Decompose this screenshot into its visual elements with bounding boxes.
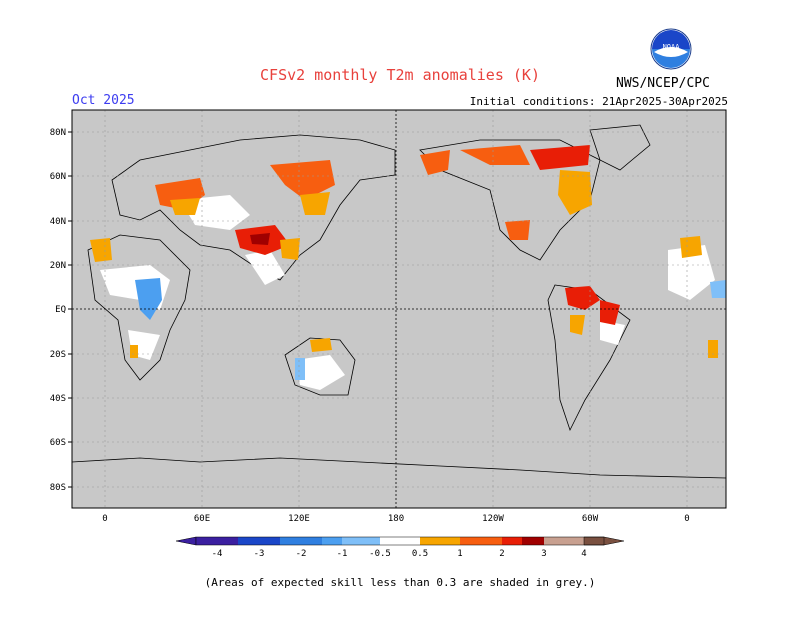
initial-conditions: Initial conditions: 21Apr2025-30Apr2025	[469, 95, 728, 108]
colorbar-label-neg2: -2	[296, 549, 307, 559]
lon-label-60w: 60W	[582, 514, 599, 524]
colorbar-seg-1	[196, 537, 238, 545]
colorbar-seg-9	[502, 537, 522, 545]
colorbar-label-4: 4	[581, 549, 586, 559]
chart-title: CFSv2 monthly T2m anomalies (K)	[260, 66, 540, 84]
forecast-month: Oct 2025	[72, 93, 135, 108]
logo-text: NOAA	[663, 43, 681, 51]
warm-anomalies	[90, 145, 718, 358]
colorbar-label-neg3: -3	[254, 549, 265, 559]
lat-label-40n: 40N	[50, 217, 66, 227]
lat-label-60s: 60S	[50, 438, 66, 448]
colorbar-label-1: 1	[457, 549, 462, 559]
colorbar-seg-4	[322, 537, 342, 545]
colorbar-seg-8	[460, 537, 502, 545]
colorbar-seg-5	[342, 537, 380, 545]
gridlines	[72, 110, 726, 508]
skill-footnote: (Areas of expected skill less than 0.3 a…	[204, 576, 596, 589]
lat-label-80n: 80N	[50, 128, 66, 138]
colorbar-label-2: 2	[499, 549, 504, 559]
cool-anomalies	[135, 278, 726, 380]
colorbar-labels: -4 -3 -2 -1 -0.5 0.5 1 2 3 4	[212, 549, 587, 559]
lat-label-20s: 20S	[50, 350, 66, 360]
reference-lines	[72, 110, 726, 508]
colorbar-seg-11	[544, 537, 584, 545]
lat-label-60n: 60N	[50, 172, 66, 182]
lon-label-180: 180	[388, 514, 404, 524]
colorbar-seg-6	[380, 537, 420, 545]
noaa-logo: NOAA	[650, 28, 692, 70]
lon-label-120w: 120W	[482, 514, 504, 524]
lon-label-60e: 60E	[194, 514, 210, 524]
colorbar-label-3: 3	[541, 549, 546, 559]
lon-axis: 0 60E 120E 180 120W 60W 0	[102, 514, 689, 524]
lon-label-0: 0	[102, 514, 107, 524]
colorbar-seg-2	[238, 537, 280, 545]
colorbar-seg-3	[280, 537, 322, 545]
colorbar-low-arrow	[175, 536, 197, 546]
colorbar-label-neg4: -4	[212, 549, 223, 559]
lon-label-0-east: 0	[684, 514, 689, 524]
colorbar-label-neg05: -0.5	[369, 549, 391, 559]
colorbar-label-05: 0.5	[412, 549, 428, 559]
colorbar	[175, 536, 625, 546]
lat-label-40s: 40S	[50, 394, 66, 404]
colorbar-seg-7	[420, 537, 460, 545]
lon-label-120e: 120E	[288, 514, 310, 524]
lat-label-80s: 80S	[50, 483, 66, 493]
agency-label: NWS/NCEP/CPC	[616, 76, 710, 91]
colorbar-label-neg1: -1	[337, 549, 348, 559]
lat-axis: 80N 60N 40N 20N EQ 20S 40S 60S 80S	[50, 128, 72, 493]
lat-label-eq: EQ	[55, 305, 66, 315]
colorbar-seg-10	[522, 537, 544, 545]
lat-label-20n: 20N	[50, 261, 66, 271]
